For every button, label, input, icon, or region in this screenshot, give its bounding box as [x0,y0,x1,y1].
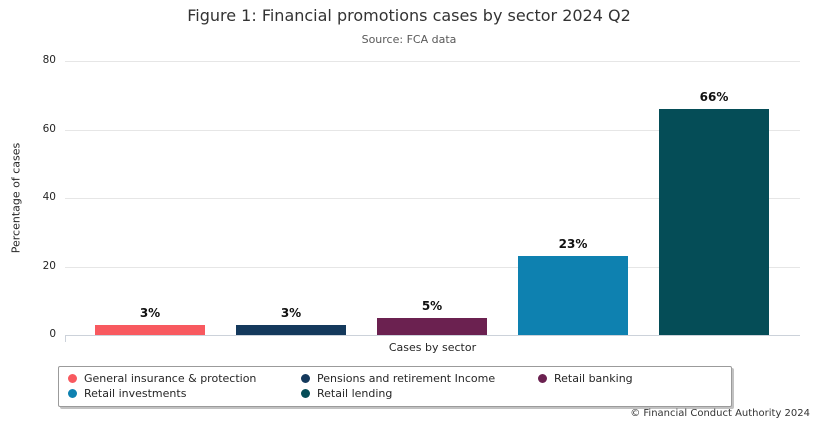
bar [518,256,628,335]
gridline [65,129,800,131]
bar [659,108,769,335]
legend-marker-icon [301,389,310,398]
chart-subtitle: Source: FCA data [361,33,457,46]
bar [236,324,346,335]
y-tick-label: 0 [49,328,56,340]
bar-value-label: 66% [699,89,729,104]
bar-value-label: 23% [558,237,588,252]
legend-marker-icon [538,374,547,383]
copyright-footer: © Financial Conduct Authority 2024 [630,408,810,419]
chart-title: Figure 1: Financial promotions cases by … [187,6,631,25]
y-tick-label: 80 [42,54,56,66]
legend-item: Retail lending [301,387,538,400]
legend-item: Retail banking [538,372,722,385]
legend-marker-icon [68,389,77,398]
y-axis-tick-labels: 0 20 40 60 80 [0,54,56,340]
bar [95,324,205,335]
legend-item: General insurance & protection [68,372,301,385]
y-tick-label: 60 [42,122,56,135]
legend-label: Pensions and retirement Income [317,372,496,385]
legend-item: Retail investments [68,387,301,400]
x-axis-label: Cases by sector [388,341,477,354]
bar-value-label: 3% [139,305,161,320]
x-axis-tick [65,336,66,342]
bar-value-label: 5% [421,298,443,313]
bar [377,317,487,335]
legend-label: Retail lending [317,387,393,400]
bar-value-label: 3% [280,305,302,320]
legend-label: General insurance & protection [84,372,257,385]
y-tick-label: 20 [42,259,56,272]
legend-label: Retail banking [554,372,633,385]
legend-marker-icon [68,374,77,383]
legend-marker-icon [301,374,310,383]
gridline [65,61,800,62]
legend-box: General insurance & protection Retail inv… [58,366,732,407]
plot-area: 3% 3% 5% 23% 66% [65,61,800,342]
legend-item: Pensions and retirement Income [301,372,538,385]
gridline [65,198,800,199]
y-tick-label: 40 [42,191,56,203]
legend-label: Retail investments [84,387,187,400]
gridline [65,266,800,268]
